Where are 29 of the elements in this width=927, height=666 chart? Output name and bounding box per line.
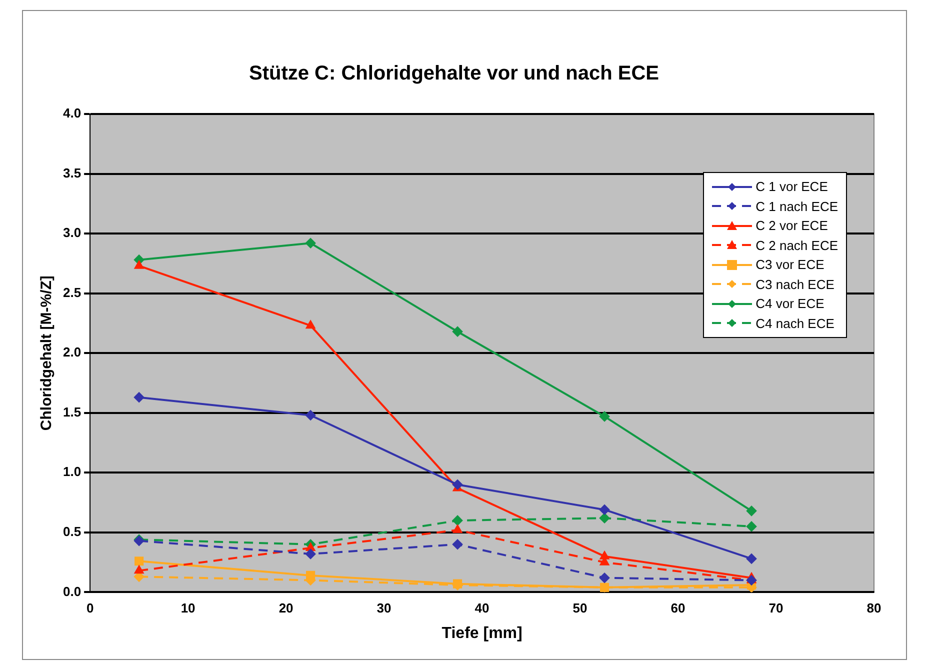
legend-label: C4 nach ECE	[756, 314, 834, 332]
x-tick-label: 10	[180, 600, 196, 616]
legend-label: C 2 vor ECE	[756, 217, 828, 235]
legend-label: C4 vor ECE	[756, 295, 824, 313]
legend-label: C 1 nach ECE	[756, 198, 838, 216]
y-tick-label: 1.0	[62, 464, 82, 480]
y-tick-label: 3.0	[62, 225, 82, 240]
x-tick-label: 30	[376, 600, 392, 616]
y-tick-label: 0.5	[62, 524, 82, 540]
legend-label: C 1 vor ECE	[756, 178, 828, 196]
x-tick-label: 50	[572, 600, 588, 616]
chart-title: Stütze C: Chloridgehalte vor und nach ECE	[248, 62, 660, 85]
legend-label: C3 nach ECE	[756, 276, 834, 294]
x-tick-label: 0	[86, 600, 94, 616]
x-tick-label: 70	[768, 600, 784, 616]
y-tick-label: 1.5	[62, 404, 82, 420]
x-tick-label: 40	[474, 600, 490, 616]
legend-label: C 2 nach ECE	[756, 236, 838, 254]
legend-label: C3 vor ECE	[756, 256, 824, 274]
y-tick-label: 2.5	[62, 284, 82, 300]
x-tick-label: 60	[670, 600, 686, 616]
x-tick-label: 20	[278, 600, 294, 616]
y-tick-label: 4.0	[62, 106, 82, 121]
y-tick-label: 3.5	[62, 165, 82, 180]
y-tick-label: 2.0	[62, 344, 82, 360]
x-axis-title: Tiefe [mm]	[442, 624, 522, 642]
x-tick-label: 80	[866, 600, 882, 616]
y-tick-label: 0.0	[62, 584, 82, 599]
y-axis-title: Chloridgehalt [M-%/Z]	[38, 276, 56, 431]
